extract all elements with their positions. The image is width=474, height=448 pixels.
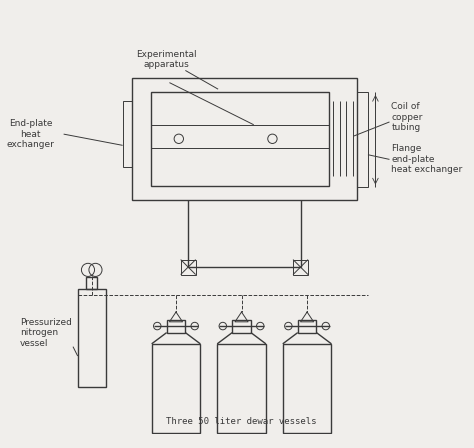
Bar [217, 344, 266, 433]
Bar [181, 259, 196, 275]
Text: End-plate
heat
exchanger: End-plate heat exchanger [7, 119, 55, 149]
Bar [86, 277, 97, 289]
Bar [151, 92, 328, 185]
Bar [132, 78, 357, 200]
Bar [78, 289, 106, 387]
Bar [123, 101, 132, 167]
Bar [232, 319, 251, 332]
Bar [298, 319, 317, 332]
Text: Flange
end-plate
heat exchanger: Flange end-plate heat exchanger [392, 145, 463, 174]
Bar [167, 319, 185, 332]
Bar [357, 92, 368, 187]
Text: Pressurized
nitrogen
vessel: Pressurized nitrogen vessel [19, 318, 72, 348]
Bar [283, 344, 331, 433]
Bar [152, 344, 201, 433]
Text: Three 50 liter dewar vessels: Three 50 liter dewar vessels [166, 417, 317, 426]
Bar [293, 259, 308, 275]
Text: Experimental
apparatus: Experimental apparatus [137, 50, 197, 69]
Text: Coil of
copper
tubing: Coil of copper tubing [392, 102, 423, 132]
